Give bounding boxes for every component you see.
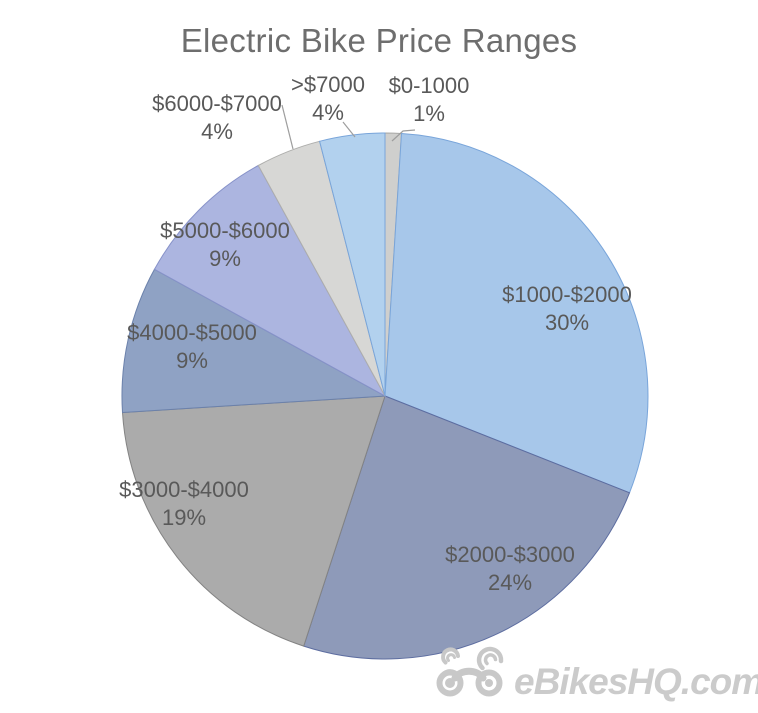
watermark-text: eBikesHQ.com [514, 661, 758, 702]
pie-slice-5000-6000 [153, 164, 387, 398]
pie-slice-4000-5000 [121, 268, 387, 414]
pie-slice-2000-3000 [303, 395, 631, 660]
leader-line-7000 [342, 121, 356, 138]
watermark: eBikesHQ.com [430, 645, 758, 707]
chart-title: Electric Bike Price Ranges [180, 22, 578, 59]
leader-line-0-1000 [391, 129, 416, 142]
bicycle-logo-icon [436, 646, 504, 697]
leader-line-6000-7000 [281, 104, 294, 150]
pie-slice-3000-4000 [121, 395, 386, 647]
pie-slice-1000-2000 [384, 132, 649, 494]
pie-slice-7000 [318, 132, 386, 397]
